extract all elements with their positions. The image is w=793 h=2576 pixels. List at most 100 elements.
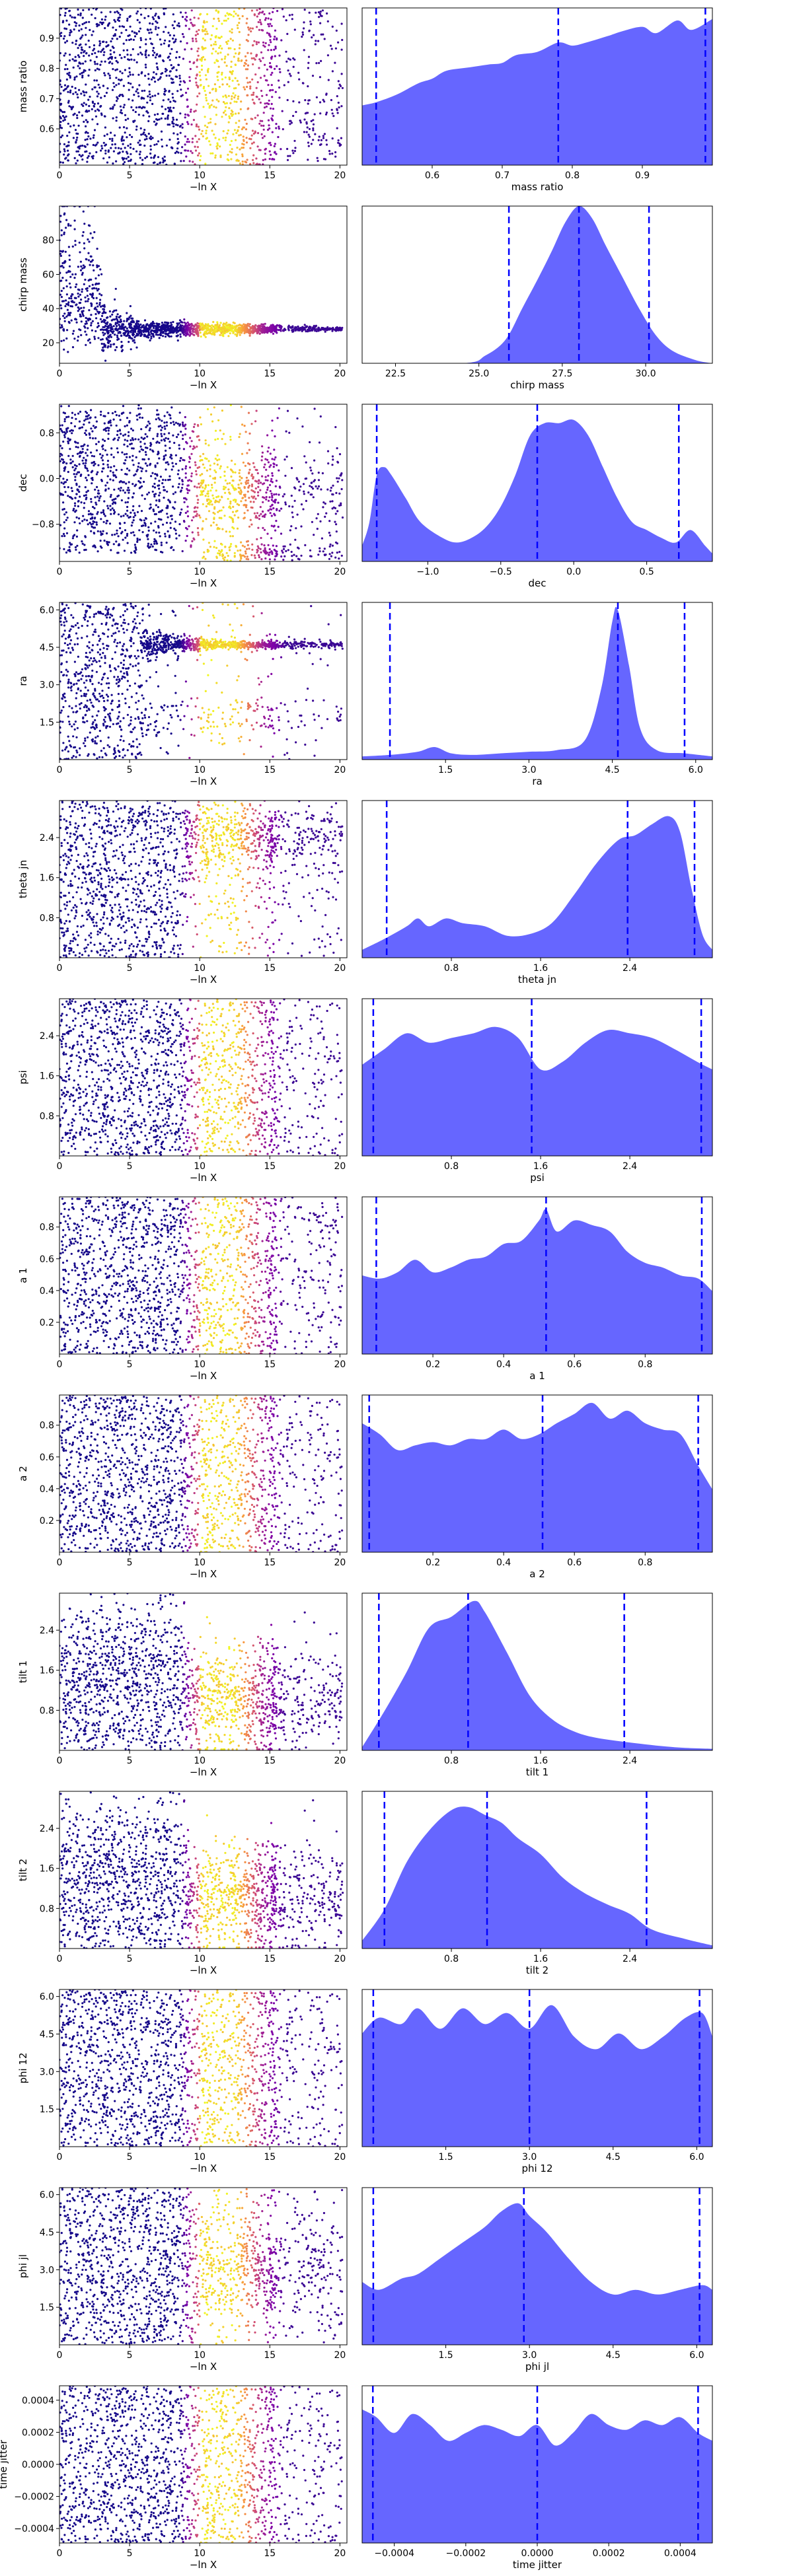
trace-point — [164, 336, 167, 338]
trace-point — [147, 324, 150, 327]
trace-point — [231, 325, 233, 328]
trace-point — [172, 421, 174, 423]
trace-point — [241, 153, 244, 156]
trace-point — [101, 454, 104, 457]
trace-point — [186, 42, 188, 44]
trace-point — [336, 447, 338, 450]
trace-point — [245, 22, 248, 24]
trace-point — [292, 152, 295, 155]
trace-point — [206, 13, 209, 16]
trace-point — [73, 20, 76, 24]
trace-point — [73, 507, 75, 511]
trace-point — [116, 38, 118, 40]
trace-point — [253, 330, 256, 332]
trace-point — [93, 102, 96, 105]
trace-point — [157, 334, 159, 336]
trace-point — [228, 85, 231, 88]
trace-point — [213, 406, 215, 409]
trace-point — [128, 38, 131, 42]
trace-point — [194, 423, 196, 425]
trace-point — [164, 108, 167, 110]
trace-point — [254, 73, 257, 76]
trace-point — [221, 438, 223, 441]
trace-point — [150, 522, 153, 525]
trace-point — [188, 79, 191, 82]
trace-point — [267, 544, 270, 546]
trace-point — [264, 458, 267, 460]
trace-point — [179, 490, 182, 493]
trace-point — [157, 425, 160, 428]
trace-point — [328, 150, 331, 153]
trace-point — [263, 497, 266, 499]
trace-point — [259, 120, 262, 122]
trace-point — [178, 75, 181, 77]
trace-point — [77, 336, 79, 338]
trace-point — [116, 61, 119, 64]
trace-point — [192, 62, 195, 65]
trace-point — [88, 338, 91, 341]
trace-point — [139, 328, 141, 331]
trace-point — [271, 429, 274, 432]
trace-point — [143, 497, 146, 500]
trace-point — [139, 416, 141, 419]
trace-point — [164, 532, 167, 535]
trace-point — [169, 332, 172, 334]
trace-point — [144, 326, 147, 328]
trace-point — [68, 546, 71, 548]
trace-point — [108, 137, 111, 140]
trace-point — [203, 30, 206, 32]
trace-point — [147, 120, 150, 122]
trace-point — [163, 88, 166, 90]
trace-point — [291, 13, 293, 16]
trace-point — [233, 96, 236, 99]
trace-point — [59, 52, 61, 55]
trace-point — [102, 530, 104, 532]
trace-point — [153, 52, 156, 54]
trace-point — [199, 474, 202, 477]
trace-point — [184, 476, 187, 479]
trace-point — [63, 231, 65, 234]
trace-point — [172, 125, 175, 127]
trace-point — [63, 412, 66, 415]
trace-point — [139, 127, 142, 129]
trace-point — [231, 114, 233, 117]
trace-point — [63, 54, 65, 57]
trace-point — [63, 35, 66, 38]
trace-point — [114, 322, 117, 324]
trace-point — [151, 102, 154, 105]
trace-point — [197, 531, 200, 534]
trace-point — [254, 487, 257, 490]
trace-point — [161, 509, 164, 512]
trace-point — [139, 143, 142, 146]
trace-point — [229, 507, 232, 510]
trace-point — [180, 89, 182, 91]
trace-point — [160, 429, 163, 431]
trace-point — [266, 479, 269, 482]
trace-point — [128, 469, 131, 472]
trace-point — [196, 30, 198, 33]
trace-point — [129, 411, 132, 414]
trace-point — [85, 258, 87, 260]
trace-point — [148, 90, 151, 93]
trace-point — [141, 159, 144, 161]
trace-point — [75, 283, 78, 286]
trace-point — [145, 38, 147, 41]
trace-point — [106, 316, 108, 319]
trace-point — [239, 489, 243, 492]
trace-point — [240, 500, 243, 503]
trace-point — [230, 14, 233, 17]
trace-point — [219, 145, 221, 148]
trace-point — [149, 462, 152, 465]
trace-point — [165, 521, 169, 524]
trace-point — [216, 323, 219, 326]
trace-point — [126, 445, 129, 448]
trace-point — [161, 482, 164, 485]
trace-point — [250, 52, 252, 55]
trace-point — [223, 556, 227, 559]
trace-point — [99, 268, 102, 271]
trace-point — [280, 330, 282, 332]
trace-point — [104, 27, 106, 30]
trace-point — [167, 98, 170, 101]
trace-point — [76, 452, 79, 455]
trace-point — [106, 341, 109, 344]
